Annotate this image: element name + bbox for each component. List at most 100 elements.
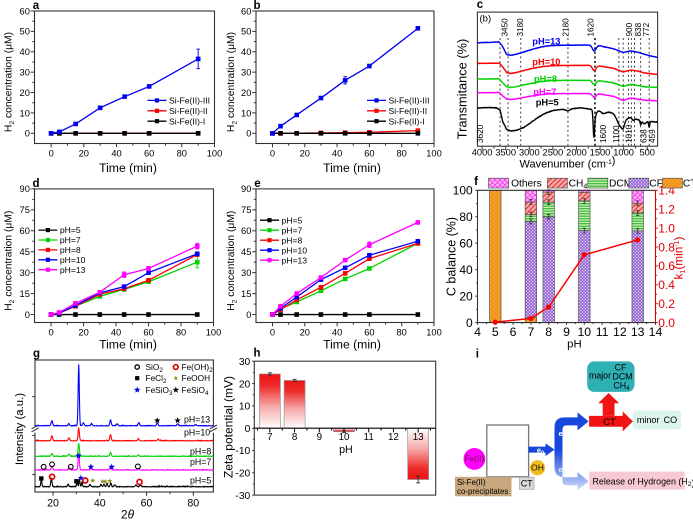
- svg-text:OH: OH: [531, 463, 544, 473]
- svg-text:pH=8: pH=8: [534, 74, 557, 84]
- svg-text:Time (min): Time (min): [323, 161, 381, 175]
- svg-text:3000: 3000: [519, 148, 540, 158]
- svg-text:0: 0: [246, 310, 251, 320]
- svg-text:minor CO: minor CO: [637, 415, 677, 425]
- svg-text:Si-Fe(II)-I: Si-Fe(II)-I: [389, 116, 425, 126]
- svg-text:e1: e1: [559, 465, 566, 476]
- svg-text:60: 60: [364, 327, 374, 337]
- svg-text:30: 30: [20, 68, 30, 78]
- svg-text:20: 20: [20, 88, 30, 98]
- svg-text:FeSiO4: FeSiO4: [182, 385, 210, 397]
- svg-text:40: 40: [459, 263, 473, 277]
- svg-text:e: e: [254, 178, 260, 190]
- svg-text:Si-Fe(II)-III: Si-Fe(II)-III: [169, 96, 210, 106]
- svg-text:15: 15: [20, 289, 30, 299]
- svg-text:90: 90: [20, 184, 30, 194]
- svg-text:pH=5: pH=5: [190, 476, 211, 486]
- svg-text:1620: 1620: [587, 18, 596, 37]
- svg-text:9: 9: [317, 432, 322, 443]
- svg-text:1010: 1010: [625, 124, 634, 143]
- svg-text:pH=10: pH=10: [532, 57, 560, 67]
- svg-text:80: 80: [397, 327, 407, 337]
- svg-text:2500: 2500: [543, 148, 564, 158]
- svg-text:60: 60: [20, 6, 30, 16]
- svg-text:6: 6: [510, 325, 517, 339]
- svg-text:2000: 2000: [566, 148, 587, 158]
- svg-text:40: 40: [20, 47, 30, 57]
- svg-text:CF: CF: [615, 363, 627, 373]
- svg-text:80: 80: [176, 327, 186, 337]
- svg-text:pH=8: pH=8: [282, 235, 303, 245]
- svg-text:pH=13: pH=13: [282, 255, 308, 265]
- svg-text:500: 500: [639, 148, 655, 158]
- svg-text:75: 75: [241, 205, 251, 215]
- svg-text:-20: -20: [235, 469, 250, 480]
- svg-text:FeSiO3: FeSiO3: [146, 385, 174, 397]
- svg-text:Intensity (a.u.): Intensity (a.u.): [14, 393, 26, 465]
- svg-text:DCM: DCM: [612, 372, 632, 382]
- svg-text:0.4: 0.4: [658, 278, 675, 292]
- svg-text:Si-Fe(II)-I: Si-Fe(II)-I: [169, 116, 205, 126]
- svg-text:838: 838: [634, 22, 643, 36]
- svg-text:10: 10: [577, 325, 591, 339]
- svg-text:FeCl2: FeCl2: [146, 373, 168, 385]
- svg-text:80: 80: [459, 210, 473, 224]
- svg-text:k1(min-1): k1(min-1): [672, 236, 687, 279]
- svg-text:40: 40: [111, 148, 121, 158]
- svg-text:i: i: [476, 349, 479, 361]
- svg-text:H2 concentration (μM): H2 concentration (μM): [4, 211, 16, 311]
- svg-text:80: 80: [397, 148, 407, 158]
- svg-text:20: 20: [47, 498, 59, 510]
- svg-text:pH=13: pH=13: [60, 265, 86, 275]
- svg-text:H2 concentration (μM): H2 concentration (μM): [226, 211, 238, 311]
- svg-text:3450: 3450: [501, 18, 510, 37]
- svg-text:Si-Fe(II)-II: Si-Fe(II)-II: [169, 106, 208, 116]
- svg-text:9: 9: [563, 325, 570, 339]
- svg-text:3500: 3500: [495, 148, 516, 158]
- svg-text:h: h: [253, 348, 260, 360]
- svg-text:1100: 1100: [612, 125, 621, 143]
- svg-text:Si-Fe(II)-III: Si-Fe(II)-III: [389, 96, 430, 106]
- svg-text:2θ: 2θ: [121, 508, 135, 522]
- svg-text:0: 0: [466, 316, 473, 330]
- svg-text:60: 60: [144, 148, 154, 158]
- svg-text:0: 0: [25, 310, 30, 320]
- svg-text:30: 30: [241, 268, 251, 278]
- svg-text:1600: 1600: [599, 124, 608, 143]
- svg-text:DCM: DCM: [609, 179, 632, 190]
- svg-text:40: 40: [241, 47, 251, 57]
- svg-text:20: 20: [459, 290, 473, 304]
- svg-text:pH=10: pH=10: [282, 245, 308, 255]
- svg-text:80: 80: [187, 498, 199, 510]
- svg-text:638: 638: [640, 129, 649, 143]
- svg-text:40: 40: [94, 498, 106, 510]
- svg-text:pH=8: pH=8: [60, 245, 81, 255]
- svg-text:0: 0: [25, 129, 30, 139]
- svg-text:pH=7: pH=7: [60, 235, 81, 245]
- svg-text:40: 40: [332, 148, 342, 158]
- svg-text:CT: CT: [683, 179, 693, 190]
- svg-text:f: f: [474, 176, 478, 188]
- svg-text:40: 40: [332, 327, 342, 337]
- svg-text:pH=10: pH=10: [184, 428, 210, 438]
- svg-text:20: 20: [241, 88, 251, 98]
- svg-text:12: 12: [388, 432, 399, 443]
- svg-text:e2: e2: [559, 429, 566, 440]
- svg-text:4: 4: [474, 325, 481, 339]
- svg-text:11: 11: [596, 325, 609, 339]
- svg-text:0: 0: [270, 148, 275, 158]
- svg-text:Fe(II): Fe(II): [464, 454, 484, 464]
- svg-text:co-precipitates: co-precipitates: [457, 487, 508, 496]
- svg-text:45: 45: [20, 247, 30, 257]
- svg-text:80: 80: [177, 148, 187, 158]
- svg-text:10: 10: [20, 108, 30, 118]
- svg-text:pH=7: pH=7: [282, 225, 303, 235]
- svg-text:100: 100: [426, 148, 442, 158]
- svg-text:pH: pH: [339, 444, 353, 456]
- svg-text:pH=7: pH=7: [533, 87, 556, 97]
- svg-text:100: 100: [207, 148, 223, 158]
- svg-text:30: 30: [20, 268, 30, 278]
- svg-text:e0: e0: [537, 446, 544, 457]
- svg-text:45: 45: [241, 247, 251, 257]
- svg-text:0.0: 0.0: [658, 316, 675, 330]
